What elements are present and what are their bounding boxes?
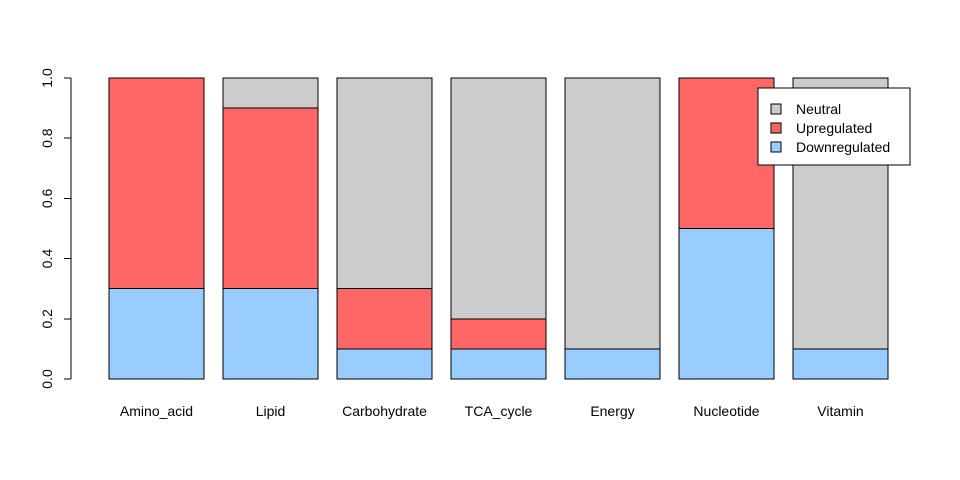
bar-segment-nucleotide-downregulated bbox=[678, 228, 775, 380]
bar-segment-lipid-neutral bbox=[222, 77, 319, 109]
legend: Neutral Upregulated Downregulated bbox=[757, 87, 911, 166]
legend-box bbox=[757, 87, 911, 166]
y-tick-label: 0.8 bbox=[39, 128, 55, 148]
legend-label-neutral: Neutral bbox=[796, 101, 841, 117]
legend-swatch-upregulated bbox=[770, 122, 782, 134]
bar-segment-tca-cycle-neutral bbox=[450, 77, 547, 320]
bar-segment-amino-acid-upregulated bbox=[108, 77, 205, 290]
bar-segment-tca-cycle-downregulated bbox=[450, 348, 547, 380]
legend-swatch-downregulated bbox=[770, 141, 782, 153]
bars-group bbox=[108, 77, 889, 380]
x-tick-label-carbohydrate: Carbohydrate bbox=[342, 403, 427, 419]
y-axis: 0.0 0.2 0.4 0.6 0.8 1.0 bbox=[39, 68, 72, 389]
x-tick-label-tca-cycle: TCA_cycle bbox=[465, 403, 533, 419]
y-tick-label: 1.0 bbox=[39, 68, 55, 88]
legend-label-downregulated: Downregulated bbox=[796, 139, 890, 155]
x-tick-label-nucleotide: Nucleotide bbox=[693, 403, 759, 419]
x-tick-label-lipid: Lipid bbox=[256, 403, 286, 419]
bar-segment-carbohydrate-upregulated bbox=[336, 288, 433, 350]
bar-segment-energy-downregulated bbox=[564, 348, 661, 380]
y-tick-label: 0.0 bbox=[39, 369, 55, 389]
x-tick-label-amino-acid: Amino_acid bbox=[120, 403, 193, 419]
bar-segment-vitamin-downregulated bbox=[792, 348, 889, 380]
bar-segment-lipid-upregulated bbox=[222, 107, 319, 290]
y-tick-label: 0.6 bbox=[39, 188, 55, 208]
x-tick-label-energy: Energy bbox=[590, 403, 634, 419]
y-tick-label: 0.2 bbox=[39, 309, 55, 329]
bar-segment-lipid-downregulated bbox=[222, 288, 319, 380]
bar-segment-tca-cycle-upregulated bbox=[450, 318, 547, 350]
bar-segment-amino-acid-downregulated bbox=[108, 288, 205, 380]
bar-segment-energy-neutral bbox=[564, 77, 661, 350]
legend-label-upregulated: Upregulated bbox=[796, 120, 872, 136]
x-axis-labels: Amino_acid Lipid Carbohydrate TCA_cycle Ener… bbox=[120, 403, 864, 419]
bar-segment-carbohydrate-downregulated bbox=[336, 348, 433, 380]
y-tick-label: 0.4 bbox=[39, 249, 55, 269]
legend-swatch-neutral bbox=[770, 103, 782, 115]
x-tick-label-vitamin: Vitamin bbox=[817, 403, 863, 419]
bar-segment-carbohydrate-neutral bbox=[336, 77, 433, 290]
